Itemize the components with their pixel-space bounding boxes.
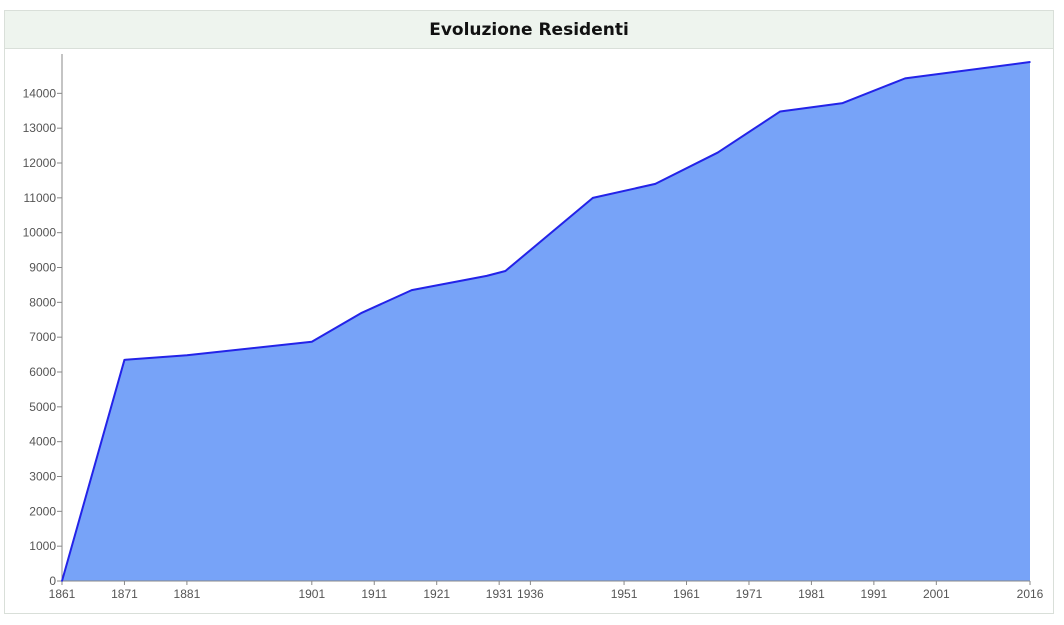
y-tick-label: 3000 bbox=[29, 470, 56, 484]
chart-title: Evoluzione Residenti bbox=[429, 19, 629, 40]
y-tick-label: 12000 bbox=[23, 156, 57, 170]
x-tick-label: 1861 bbox=[49, 587, 76, 601]
data-point bbox=[779, 110, 781, 113]
x-tick-label: 1881 bbox=[174, 587, 201, 601]
x-tick-label: 1981 bbox=[798, 587, 825, 601]
data-point bbox=[360, 311, 363, 314]
data-point bbox=[311, 340, 313, 343]
y-tick-label: 1000 bbox=[29, 539, 56, 553]
x-tick-label: 1921 bbox=[423, 587, 450, 601]
y-tick-label: 4000 bbox=[29, 435, 56, 449]
data-point bbox=[485, 275, 488, 277]
x-tick-label: 1871 bbox=[111, 587, 138, 601]
y-tick-label: 5000 bbox=[29, 400, 56, 414]
y-tick-label: 13000 bbox=[23, 121, 57, 135]
x-tick-label: 1931 bbox=[486, 587, 513, 601]
data-point bbox=[61, 580, 63, 582]
x-tick-label: 1911 bbox=[361, 587, 387, 601]
y-tick-label: 2000 bbox=[29, 504, 56, 518]
x-tick-label: 2001 bbox=[923, 587, 950, 601]
data-point bbox=[410, 289, 413, 291]
x-tick-label: 1991 bbox=[861, 587, 888, 601]
y-tick-label: 11000 bbox=[24, 191, 57, 205]
y-tick-label: 0 bbox=[49, 574, 56, 588]
y-tick-label: 8000 bbox=[29, 295, 56, 309]
x-tick-label: 2016 bbox=[1017, 587, 1044, 601]
data-point bbox=[716, 151, 719, 154]
x-tick-label: 1971 bbox=[736, 587, 763, 601]
y-tick-label: 14000 bbox=[23, 86, 57, 100]
y-tick-label: 10000 bbox=[23, 226, 57, 240]
population-area bbox=[62, 62, 1030, 581]
chart-title-bar: Evoluzione Residenti bbox=[5, 11, 1053, 49]
data-point bbox=[904, 77, 906, 80]
y-tick-label: 6000 bbox=[29, 365, 56, 379]
y-tick-label: 7000 bbox=[29, 330, 56, 344]
x-tick-label: 1961 bbox=[673, 587, 700, 601]
x-tick-label: 1951 bbox=[611, 587, 638, 601]
x-tick-label: 1901 bbox=[298, 587, 325, 601]
data-point bbox=[504, 270, 507, 272]
data-point bbox=[186, 354, 188, 357]
data-point bbox=[592, 197, 594, 199]
data-point bbox=[1029, 61, 1031, 63]
data-point bbox=[841, 102, 844, 104]
y-tick-label: 9000 bbox=[29, 261, 56, 275]
x-tick-label: 1936 bbox=[517, 587, 544, 601]
data-point bbox=[123, 359, 126, 361]
data-point bbox=[654, 183, 657, 185]
